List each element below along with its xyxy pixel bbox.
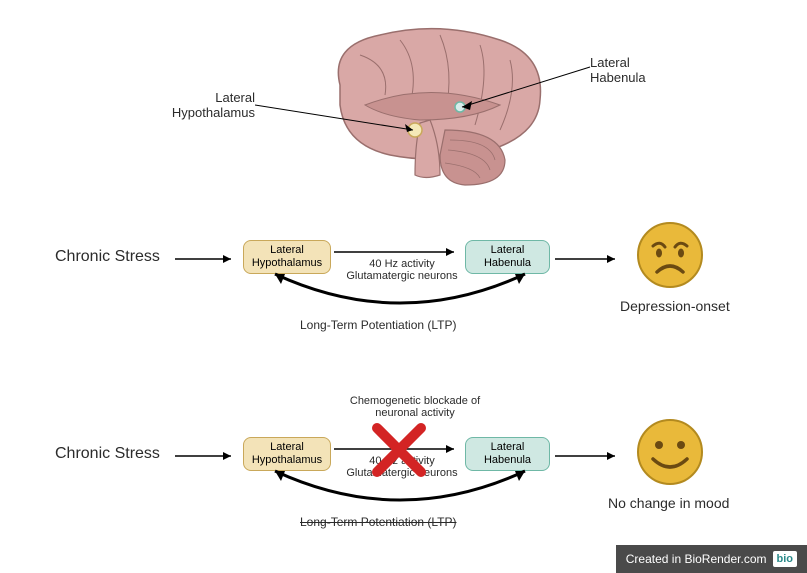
brain-label-lh: Lateral Hypothalamus bbox=[145, 90, 255, 120]
brain-label-lhb: Lateral Habenula bbox=[590, 55, 646, 85]
p2-arrow1 bbox=[175, 449, 240, 463]
p2-block-label: Chemogenetic blockade of neuronal activi… bbox=[340, 395, 490, 419]
p1-sad-face-icon bbox=[635, 220, 705, 290]
p1-arrow3 bbox=[555, 252, 625, 266]
p2-node-lhb: Lateral Habenula bbox=[465, 437, 550, 471]
p1-arrow2 bbox=[334, 245, 464, 259]
badge-logo: bio bbox=[773, 551, 798, 567]
p2-node-lh: Lateral Hypothalamus bbox=[243, 437, 331, 471]
p1-outcome-label: Depression-onset bbox=[620, 298, 730, 314]
p1-node-lh: Lateral Hypothalamus bbox=[243, 240, 331, 274]
p2-arrow3 bbox=[555, 449, 625, 463]
p1-conn-line1: 40 Hz activity bbox=[369, 258, 434, 270]
p1-input-label: Chronic Stress bbox=[55, 248, 160, 266]
leader-line-lh bbox=[255, 100, 415, 140]
p2-input-label: Chronic Stress bbox=[55, 445, 160, 463]
biorender-badge: Created in BioRender.com bio bbox=[616, 545, 807, 573]
badge-text: Created in BioRender.com bbox=[626, 552, 767, 566]
p2-ltp-label-strike: Long-Term Potentiation (LTP) bbox=[300, 515, 457, 529]
p1-arrow1 bbox=[175, 252, 240, 266]
p2-happy-face-icon bbox=[635, 417, 705, 487]
p2-outcome-label: No change in mood bbox=[608, 495, 729, 511]
p1-ltp-label: Long-Term Potentiation (LTP) bbox=[300, 318, 457, 332]
leader-line-lhb bbox=[460, 65, 595, 110]
p1-node-lhb: Lateral Habenula bbox=[465, 240, 550, 274]
